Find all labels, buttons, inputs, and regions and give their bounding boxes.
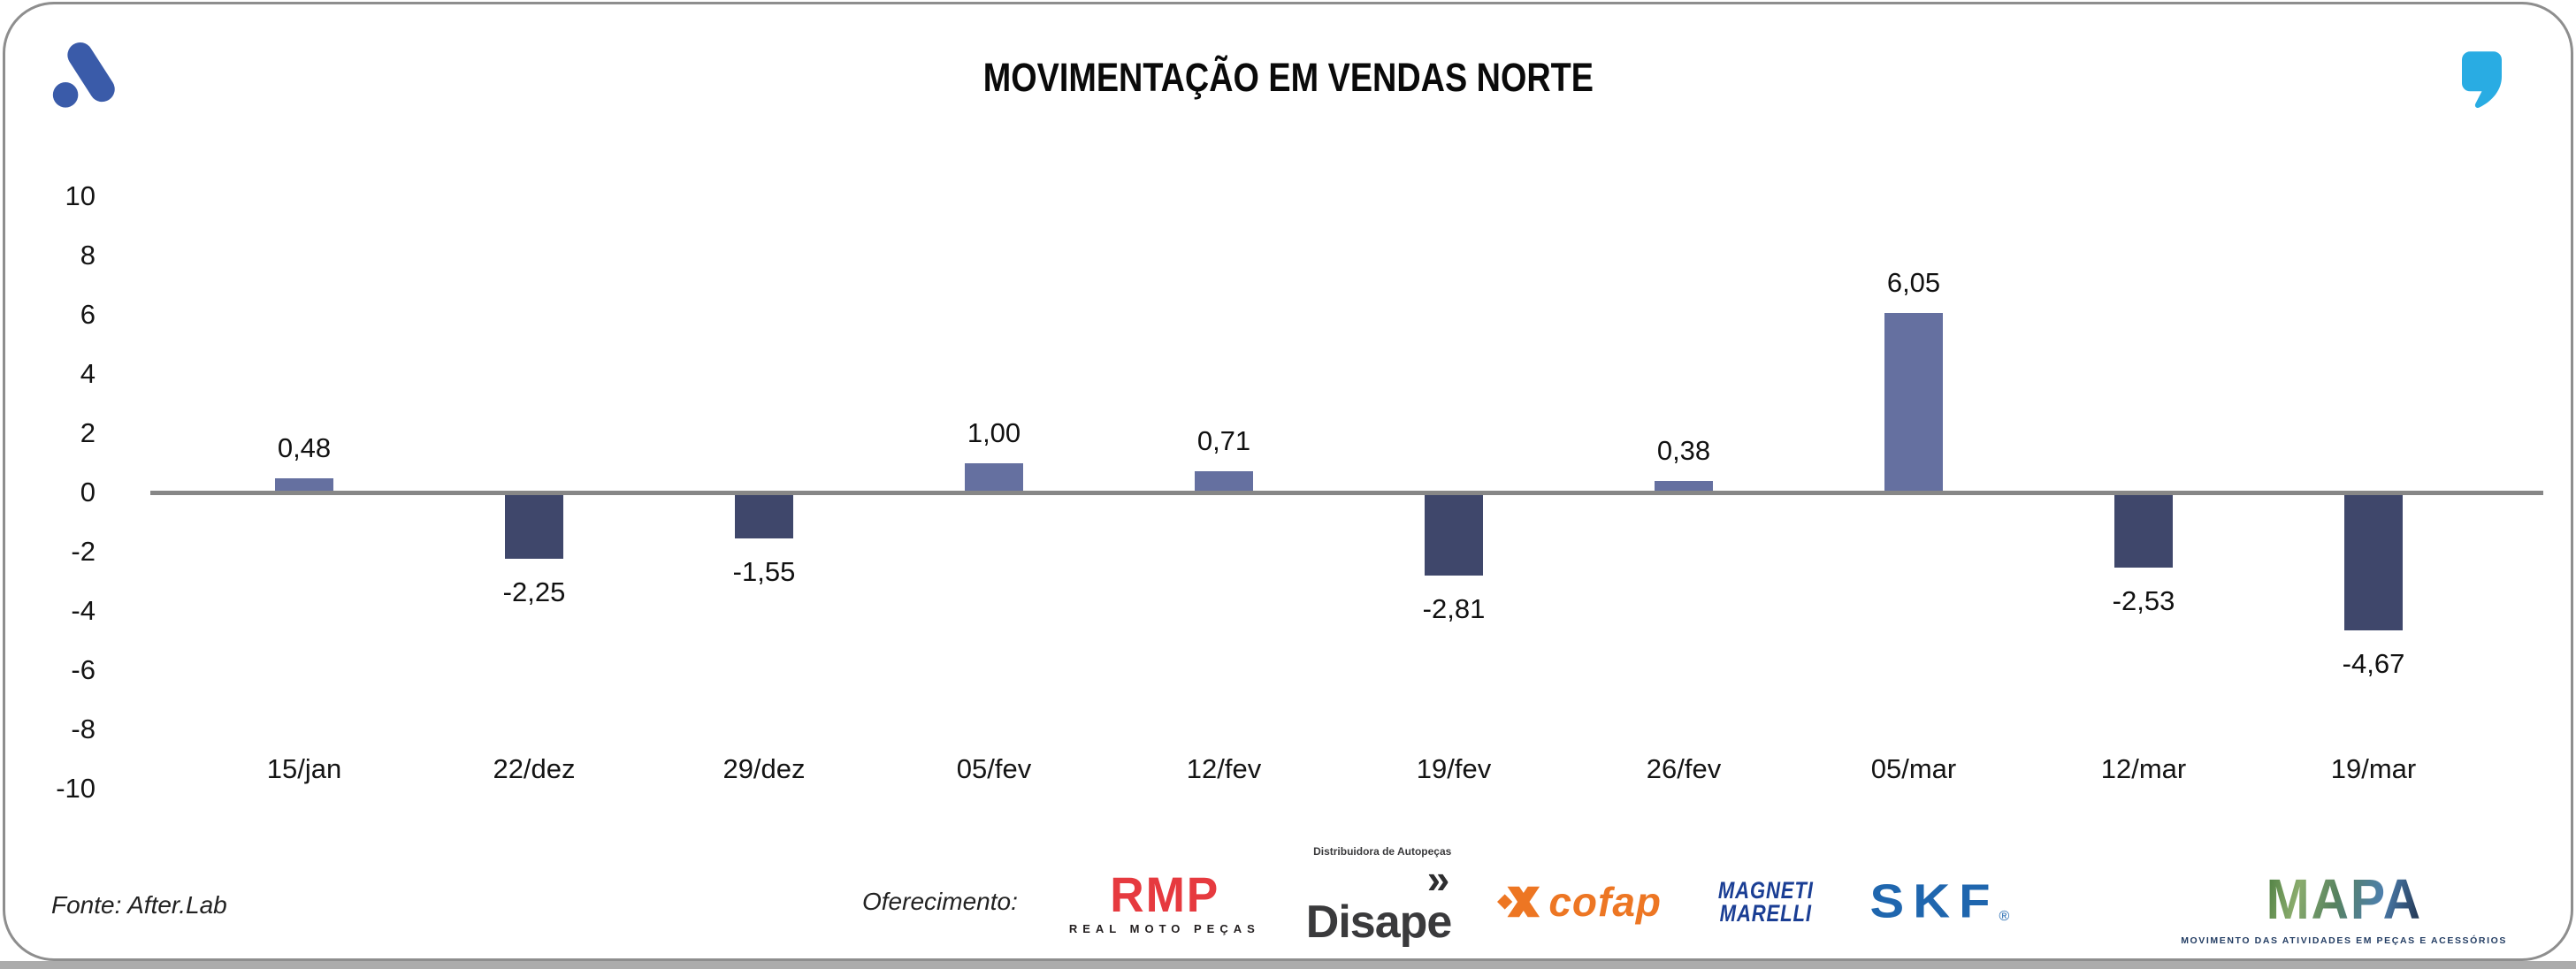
- afterlab-logo-icon: [52, 42, 115, 108]
- source-note: Fonte: After.Lab: [51, 891, 227, 919]
- x-category-label: 22/dez: [493, 753, 576, 784]
- x-category-label: 12/fev: [1186, 753, 1262, 784]
- skf-logo-text: SKF: [1869, 874, 1999, 928]
- disape-logo-subtext: Distribuidora de Autopeças: [1313, 845, 1452, 858]
- y-tick-label: -4: [71, 595, 96, 626]
- mapa-logo-text: MAPA: [2266, 867, 2422, 931]
- x-category-label: 05/fev: [956, 753, 1032, 784]
- bar-05/mar: [1884, 313, 1943, 492]
- x-category-label: 26/fev: [1646, 753, 1722, 784]
- bar-12/mar: [2114, 492, 2173, 568]
- bar-value-label: -2,53: [2112, 584, 2175, 616]
- cofap-logo: cofap: [1497, 881, 1662, 922]
- rmp-logo-text: RMP: [1109, 866, 1219, 922]
- y-tick-label: 8: [80, 240, 96, 271]
- cofap-logo-text: cofap: [1548, 879, 1663, 925]
- bar-19/mar: [2344, 492, 2403, 631]
- bar-value-label: -2,81: [1422, 593, 1486, 625]
- bar-value-label: 0,71: [1196, 425, 1251, 457]
- magneti-marelli-logo: MAGNETI MARELLI: [1717, 877, 1814, 927]
- bar-value-label: 6,05: [1886, 267, 1941, 299]
- bar-05/fev: [965, 462, 1023, 492]
- bar-value-label: -1,55: [732, 555, 796, 587]
- skf-registered-mark: ®: [1999, 909, 2010, 924]
- y-tick-label: 6: [80, 299, 96, 330]
- bar-19/fev: [1425, 492, 1483, 576]
- sponsor-label: Oferecimento:: [862, 888, 1018, 915]
- mapa-logo: MAPA MOVIMENTO DAS ATIVIDADES EM PEÇAS E…: [2181, 866, 2507, 946]
- magneti-line1: MAGNETI: [1717, 877, 1814, 904]
- bar-value-label: 0,38: [1656, 435, 1711, 467]
- magneti-line2: MARELLI: [1719, 900, 1812, 927]
- x-category-label: 12/mar: [2100, 753, 2187, 784]
- mapa-logo-subtext: MOVIMENTO DAS ATIVIDADES EM PEÇAS E ACES…: [2181, 935, 2507, 946]
- cofap-x-icon: [1497, 886, 1540, 918]
- x-category-label: 29/dez: [722, 753, 806, 784]
- y-tick-label: 4: [80, 358, 96, 389]
- bar-22/dez: [505, 492, 563, 560]
- x-category-label: 19/fev: [1416, 753, 1492, 784]
- y-tick-label: 0: [80, 477, 96, 507]
- bar-value-label: -4,67: [2342, 648, 2405, 680]
- disape-chevron-icon: »: [1426, 856, 1450, 902]
- y-tick-label: -10: [56, 773, 96, 804]
- disape-logo: Distribuidora de Autopeças » Disape: [1305, 846, 1453, 948]
- sponsor-row: Oferecimento: RMP REAL MOTO PEÇAS Distri…: [862, 844, 2009, 959]
- x-category-label: 19/mar: [2330, 753, 2417, 784]
- chart-card: [3, 2, 2573, 961]
- bar-value-label: 0,48: [277, 431, 332, 463]
- y-tick-label: -2: [71, 536, 96, 567]
- bar-29/dez: [735, 492, 793, 538]
- page-title: MOVIMENTAÇÃO EM VENDAS NORTE: [982, 55, 1594, 100]
- quote-mark-icon: [2462, 51, 2502, 109]
- rmp-logo-subtext: REAL MOTO PEÇAS: [1068, 921, 1260, 935]
- bar-value-label: 1,00: [967, 416, 1021, 448]
- x-category-label: 15/jan: [266, 753, 342, 784]
- y-tick-label: -8: [71, 713, 96, 744]
- bar-value-label: -2,25: [502, 576, 566, 608]
- rmp-logo: RMP REAL MOTO PEÇAS: [1068, 866, 1260, 935]
- bar-12/fev: [1195, 471, 1253, 492]
- bar-26/fev: [1655, 481, 1713, 492]
- bottom-edge-strip: [0, 961, 2576, 969]
- y-tick-label: 2: [80, 417, 96, 448]
- x-category-label: 05/mar: [1870, 753, 1957, 784]
- y-tick-label: -6: [71, 654, 96, 685]
- y-tick-label: 10: [65, 180, 96, 211]
- x-axis-line: [150, 491, 2543, 495]
- disape-logo-text: Disape: [1305, 897, 1453, 948]
- skf-logo: SKF ®: [1870, 876, 2010, 927]
- bar-15/jan: [275, 477, 333, 492]
